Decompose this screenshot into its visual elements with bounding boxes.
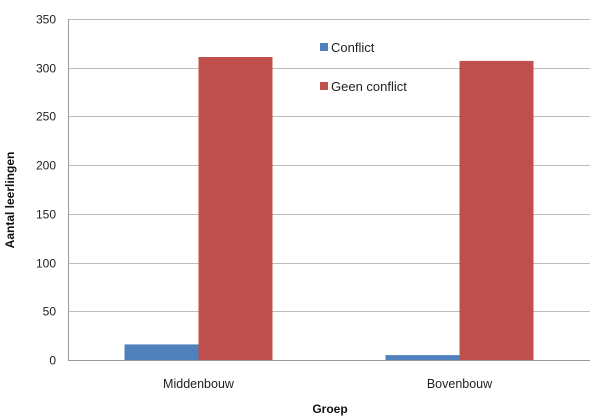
y-axis-ticks: 0 50 100 150 200 250 300 350: [36, 13, 56, 368]
legend-label-geen-conflict: Geen conflict: [331, 79, 407, 94]
y-tick-label: 0: [49, 354, 56, 368]
bar-conflict-middenbouw: [124, 344, 199, 360]
y-tick-label: 300: [36, 62, 56, 76]
y-tick-label: 150: [36, 208, 56, 222]
legend-swatch-conflict: [320, 43, 328, 51]
bar-geen-conflict-bovenbouw: [459, 60, 534, 360]
y-tick-label: 250: [36, 110, 56, 124]
y-tick-label: 200: [36, 159, 56, 173]
y-tick-label: 50: [43, 305, 57, 319]
x-axis-ticks: Middenbouw Bovenbouw: [163, 377, 493, 391]
x-tick-label: Bovenbouw: [427, 377, 493, 391]
bar-conflict-bovenbouw: [385, 355, 460, 360]
bars: [124, 56, 534, 361]
x-tick-label: Middenbouw: [163, 377, 235, 391]
x-axis-title: Groep: [312, 402, 347, 416]
gridlines: [68, 19, 590, 361]
y-axis-title: Aantal leerlingen: [3, 152, 17, 249]
legend: Conflict Geen conflict: [320, 40, 407, 94]
y-tick-label: 100: [36, 257, 56, 271]
bar-geen-conflict-middenbouw: [198, 56, 273, 361]
legend-swatch-geen-conflict: [320, 82, 328, 90]
y-tick-label: 350: [36, 13, 56, 27]
legend-label-conflict: Conflict: [331, 40, 375, 55]
